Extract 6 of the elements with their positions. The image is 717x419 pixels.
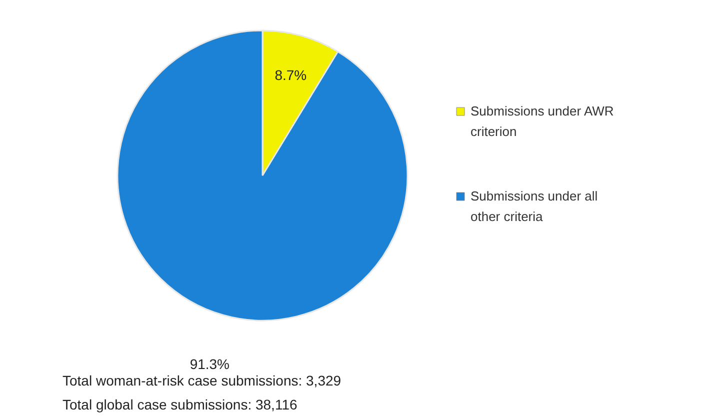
- legend-label: Submissions under all other criteria: [470, 188, 598, 224]
- text: Total global case submissions: 38,116: [62, 396, 298, 412]
- data-label: 8.7%: [274, 66, 307, 83]
- data-label: 91.3%: [190, 356, 230, 372]
- legend-label: Submissions under AWR criterion: [470, 104, 614, 139]
- text: Total woman-at-risk case submissions: 3,329: [62, 372, 342, 388]
